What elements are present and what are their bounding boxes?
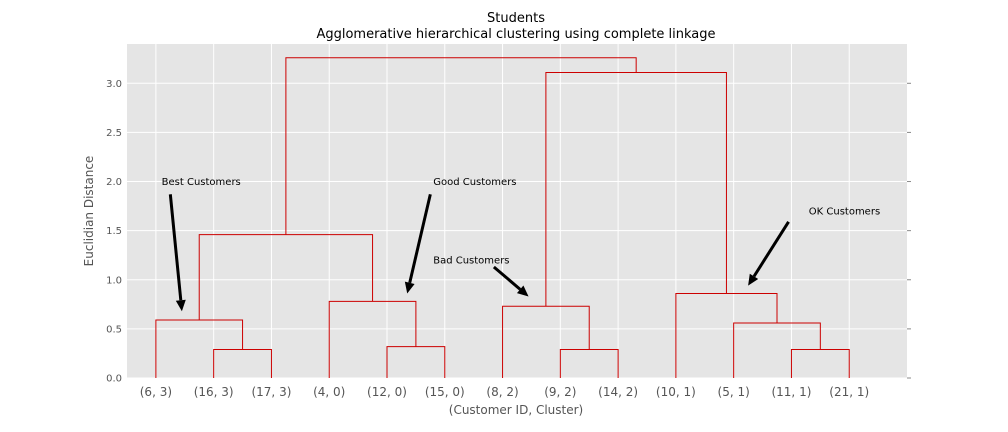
annotation-arrow-shaft xyxy=(168,194,183,301)
y-axis-label: Euclidian Distance xyxy=(82,156,96,267)
dendrogram-link xyxy=(285,57,637,235)
dendrogram-link xyxy=(559,349,619,378)
y-axis-ticks: 0.0 0.5 1.0 1.5 2.0 2.5 3.0 xyxy=(106,79,911,385)
annotation-arrow-shaft xyxy=(752,221,790,278)
annotation-label: Good Customers xyxy=(433,177,516,188)
dendrogram-link xyxy=(675,293,778,378)
y-tick-label: 1.5 xyxy=(106,226,122,237)
x-tick-label: (9, 2) xyxy=(544,385,576,399)
y-tick-label: 3.0 xyxy=(106,79,122,90)
x-axis-ticks: (6, 3) (16, 3) (17, 3) (4, 0) (12, 0) (15, 0)… xyxy=(140,385,869,399)
dendrogram-link xyxy=(386,346,446,378)
x-tick-label: (4, 0) xyxy=(313,385,345,399)
annotation-arrow-head xyxy=(404,281,415,294)
annotation-label: OK Customers xyxy=(809,207,880,218)
x-tick-label: (16, 3) xyxy=(194,385,234,399)
x-tick-label: (14, 2) xyxy=(598,385,638,399)
x-tick-label: (11, 1) xyxy=(771,385,811,399)
y-tick-label: 0.0 xyxy=(106,374,122,385)
x-tick-label: (5, 1) xyxy=(718,385,750,399)
plot-background xyxy=(127,44,907,378)
x-axis-label: (Customer ID, Cluster) xyxy=(449,403,583,417)
y-tick-label: 2.5 xyxy=(106,128,122,139)
annotation-label: Best Customers xyxy=(162,177,241,188)
annotation-arrow-shaft xyxy=(492,265,522,291)
y-tick-label: 1.0 xyxy=(106,275,122,286)
dendrogram-link xyxy=(790,349,850,378)
chart-subtitle: Agglomerative hierarchical clustering us… xyxy=(316,27,715,42)
dendrogram-links xyxy=(155,57,850,378)
y-tick-label: 2.0 xyxy=(106,177,122,188)
x-tick-label: (6, 3) xyxy=(140,385,172,399)
x-tick-label: (10, 1) xyxy=(656,385,696,399)
y-tick-label: 0.5 xyxy=(106,324,122,335)
x-tick-label: (12, 0) xyxy=(367,385,407,399)
annotation-arrow-head xyxy=(516,285,529,297)
x-tick-label: (15, 0) xyxy=(425,385,465,399)
chart-title: Students xyxy=(487,11,545,26)
dendrogram-link xyxy=(213,349,272,378)
annotation-label: Bad Customers xyxy=(433,256,509,267)
annotation-arrow-head xyxy=(175,299,186,312)
annotation-arrow-shaft xyxy=(408,193,432,284)
x-tick-label: (21, 1) xyxy=(829,385,869,399)
x-tick-label: (17, 3) xyxy=(251,385,291,399)
annotation-arrow-head xyxy=(748,273,759,286)
annotations: Best Customers Good Customers Bad Customer… xyxy=(162,177,880,312)
x-tick-label: (8, 2) xyxy=(486,385,518,399)
